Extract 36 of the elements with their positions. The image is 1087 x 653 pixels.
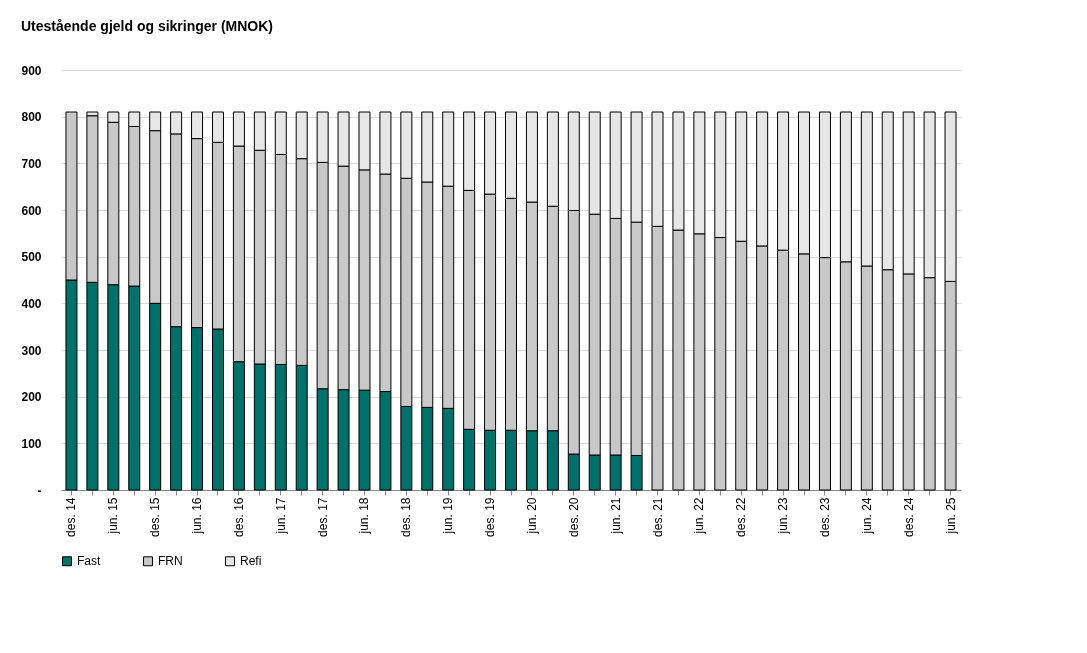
- x-tick-label: jun. 24: [859, 497, 874, 535]
- legend-label: FRN: [158, 554, 183, 569]
- x-tick-label: jun. 21: [608, 497, 623, 535]
- x-tick-label: des. 16: [231, 497, 246, 537]
- x-tick-label: des. 22: [734, 497, 749, 537]
- y-tick-label: 800: [21, 110, 42, 125]
- x-tick-label: des. 21: [650, 497, 665, 537]
- y-tick-label: 600: [21, 203, 42, 218]
- x-tick-label: jun. 25: [943, 497, 958, 535]
- x-tick-label: des. 18: [399, 497, 414, 537]
- x-tick-label: jun. 15: [106, 497, 121, 535]
- y-tick-label: 400: [21, 296, 42, 311]
- y-tick-label: 500: [21, 250, 42, 265]
- x-tick-label: des. 17: [315, 497, 330, 537]
- x-tick-label: des. 24: [901, 497, 916, 537]
- y-tick-label: -: [37, 483, 42, 498]
- y-tick-label: 700: [21, 156, 42, 171]
- x-tick-label: des. 19: [483, 497, 498, 537]
- x-tick-label: des. 23: [817, 497, 832, 537]
- x-tick-label: jun. 16: [190, 497, 205, 535]
- y-tick-label: 200: [21, 390, 42, 405]
- x-tick-label: jun. 23: [776, 497, 791, 535]
- x-tick-label: jun. 17: [273, 497, 288, 535]
- x-tick-label: jun. 22: [692, 497, 707, 535]
- x-tick-label: des. 20: [566, 497, 581, 537]
- y-tick-label: 900: [21, 63, 42, 78]
- legend-label: Refi: [240, 554, 262, 569]
- x-tick-label: jun. 18: [357, 497, 372, 535]
- x-tick-label: des. 14: [64, 497, 79, 537]
- x-tick-label: jun. 19: [441, 497, 456, 535]
- y-tick-label: 300: [21, 343, 42, 358]
- legend-label: Fast: [77, 554, 101, 569]
- chart-title: Utestående gjeld og sikringer (MNOK): [20, 18, 274, 34]
- x-tick-label: jun. 20: [524, 497, 539, 535]
- x-tick-label: des. 15: [148, 497, 163, 537]
- y-tick-label: 100: [21, 436, 42, 451]
